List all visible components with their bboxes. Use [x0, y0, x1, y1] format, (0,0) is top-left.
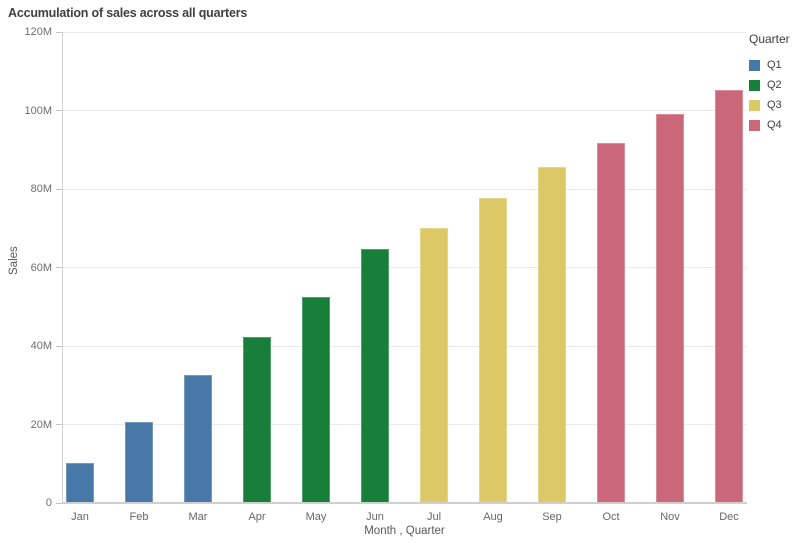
legend-item-q1[interactable]: Q1 [749, 55, 801, 75]
x-tick-label-dec: Dec [719, 511, 739, 523]
legend-item-q2[interactable]: Q2 [749, 75, 801, 95]
bar-feb[interactable] [125, 421, 153, 503]
x-tick-label-nov: Nov [660, 511, 680, 523]
x-axis-title: Month , Quarter [364, 525, 445, 537]
bar-jun[interactable] [361, 248, 389, 503]
y-tick-mark [56, 345, 62, 347]
y-tick-label-0: 0 [45, 497, 52, 509]
gridline-100M [63, 110, 746, 111]
bar-jan[interactable] [66, 462, 94, 503]
x-tick-label-oct: Oct [602, 511, 620, 523]
y-axis-title: Sales [8, 246, 20, 275]
x-tick-label-mar: Mar [188, 511, 208, 523]
legend-swatch-q1 [749, 59, 760, 71]
bar-may[interactable] [302, 296, 330, 503]
y-tick-mark [56, 31, 62, 33]
x-tick-label-jan: Jan [71, 511, 89, 523]
bar-dec[interactable] [715, 90, 743, 503]
y-tick-mark [56, 110, 62, 111]
legend-item-q3[interactable]: Q3 [749, 95, 801, 115]
legend-label-q4: Q4 [767, 119, 782, 131]
legend-swatch-q4 [749, 119, 760, 131]
y-tick-mark [56, 502, 62, 504]
bar-aug[interactable] [479, 198, 507, 503]
bar-oct[interactable] [597, 143, 625, 503]
gridline-80M [63, 188, 746, 190]
bar-mar[interactable] [184, 375, 212, 503]
legend-item-q4[interactable]: Q4 [749, 115, 801, 135]
y-tick-mark [56, 267, 62, 268]
y-axis-line [62, 32, 63, 503]
y-tick-label-120M: 120M [24, 26, 52, 38]
y-tick-label-80M: 80M [30, 183, 52, 195]
legend-label-q2: Q2 [767, 79, 782, 91]
bar-jul[interactable] [420, 228, 448, 503]
legend-label-q3: Q3 [767, 99, 782, 111]
legend: Quarter Q1 Q2 Q3 Q4 [749, 32, 801, 135]
y-tick-label-60M: 60M [30, 261, 52, 274]
bar-nov[interactable] [656, 114, 684, 503]
legend-title: Quarter [749, 32, 790, 46]
legend-swatch-q3 [749, 99, 760, 111]
y-tick-mark [56, 424, 62, 425]
x-axis-line [62, 502, 747, 504]
plot-area: 0 20M 40M 60M 80M 100M 120M Jan Feb Mar Apr May Jun… [24, 26, 747, 523]
y-tick-label-100M: 100M [24, 104, 52, 117]
legend-swatch-q2 [749, 79, 760, 91]
x-tick-label-sep: Sep [542, 511, 562, 523]
x-tick-label-may: May [305, 511, 327, 523]
chart-title: Accumulation of sales across all quarter… [8, 6, 248, 20]
x-tick-label-jul: Jul [426, 511, 442, 523]
y-tick-label-20M: 20M [30, 418, 52, 431]
y-tick-label-40M: 40M [30, 340, 52, 352]
legend-label-q1: Q1 [767, 59, 782, 71]
y-tick-mark [56, 188, 62, 190]
legend-items: Q1 Q2 Q3 Q4 [749, 55, 801, 135]
bar-sep[interactable] [538, 167, 566, 503]
gridline-40M [63, 345, 746, 347]
bar-apr[interactable] [243, 336, 271, 503]
gridline-60M [63, 267, 746, 268]
x-tick-label-apr: Apr [248, 511, 266, 523]
gridline-20M [63, 424, 746, 425]
x-tick-label-jun: Jun [366, 511, 384, 523]
gridline-120M [63, 31, 746, 33]
x-tick-label-aug: Aug [483, 511, 503, 523]
x-tick-label-feb: Feb [129, 511, 149, 523]
